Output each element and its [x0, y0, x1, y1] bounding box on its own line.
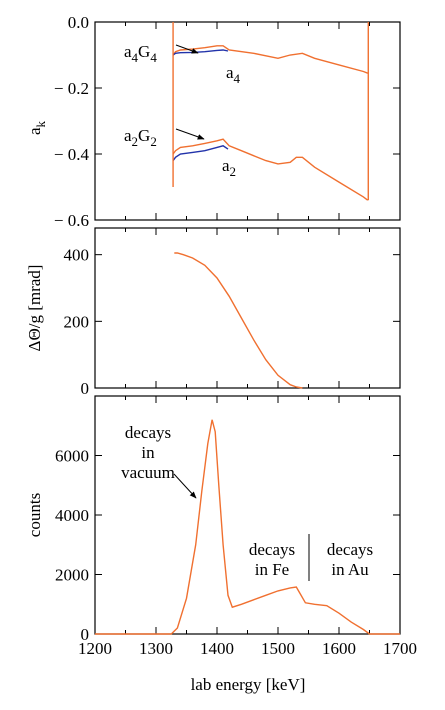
bottom-ylabel: counts: [25, 493, 44, 537]
ytick-label: 200: [64, 312, 90, 331]
ytick-label: 6000: [55, 447, 89, 466]
middle-panel-frame: [94, 227, 401, 389]
ytick-label: − 0.2: [54, 79, 89, 98]
ticks-layer: 0.0− 0.2− 0.4− 0.60200400020004000600012…: [54, 13, 417, 658]
xtick-label: 1500: [261, 639, 295, 658]
xtick-label: 1200: [78, 639, 112, 658]
series-line-a2G2: [172, 138, 369, 201]
ytick-label: 4000: [55, 506, 89, 525]
ytick-label: 2000: [55, 566, 89, 585]
bottom-xlabel: lab energy [keV]: [191, 675, 306, 694]
fe-line2: in Fe: [255, 560, 289, 579]
label-a4: a4: [226, 63, 241, 86]
xtick-label: 1700: [383, 639, 417, 658]
vacuum-line2: in: [141, 443, 155, 462]
arrow-a4G4: [175, 44, 199, 54]
xtick-label: 1400: [200, 639, 234, 658]
ytick-label: − 0.4: [54, 145, 90, 164]
label-a4G4: a4G4: [124, 42, 157, 65]
vacuum-line1: decays: [125, 423, 171, 442]
series-line-a4: [172, 49, 229, 56]
ytick-label: 0.0: [68, 13, 89, 32]
ytick-label: − 0.6: [54, 211, 89, 230]
ytick-label: 400: [64, 246, 90, 265]
series-layer: [95, 22, 400, 635]
ytick-label: 0: [81, 625, 90, 644]
xtick-label: 1600: [322, 639, 356, 658]
series-line-a4G4: [172, 45, 368, 74]
arrow-vacuum: [173, 473, 197, 499]
fe-line1: decays: [249, 540, 295, 559]
top-ylabel: ak: [25, 120, 48, 135]
au-line1: decays: [327, 540, 373, 559]
xtick-label: 1300: [139, 639, 173, 658]
series-line-p1-0: [174, 252, 303, 389]
series-line-a2: [172, 145, 229, 162]
au-line2: in Au: [331, 560, 369, 579]
ytick-label: 0: [81, 379, 90, 398]
series-line-p2-0: [95, 419, 400, 635]
arrow-a2G2: [175, 128, 205, 140]
vacuum-line3: vacuum: [121, 463, 175, 482]
label-a2G2: a2G2: [124, 126, 157, 149]
label-a2: a2: [222, 156, 236, 179]
middle-ylabel: ΔΘ/g [mrad]: [25, 265, 44, 352]
